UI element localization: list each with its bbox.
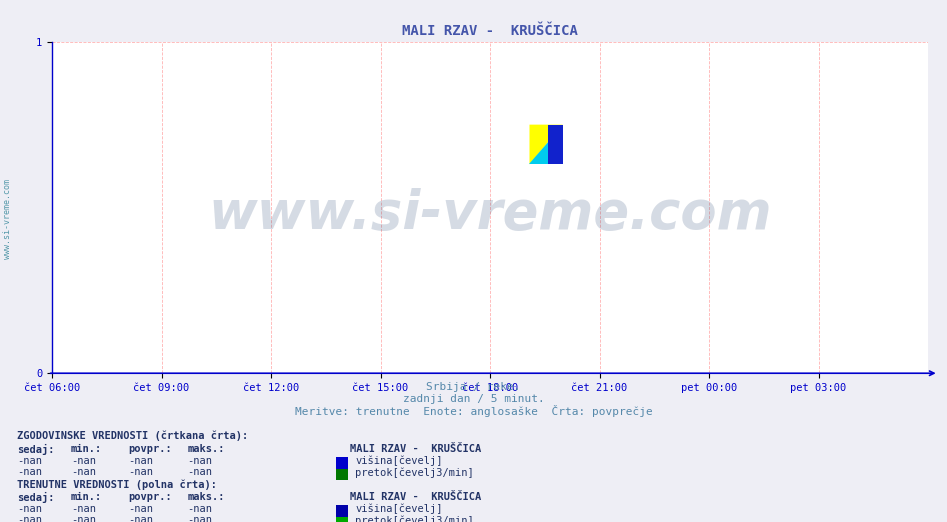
Text: višina[čevelj]: višina[čevelj]: [355, 504, 442, 514]
Text: -nan: -nan: [188, 456, 212, 466]
Polygon shape: [529, 125, 563, 164]
Text: -nan: -nan: [17, 515, 42, 522]
Text: -nan: -nan: [188, 515, 212, 522]
Text: Meritve: trenutne  Enote: anglosaške  Črta: povprečje: Meritve: trenutne Enote: anglosaške Črta…: [295, 405, 652, 417]
Text: MALI RZAV -  KRUŠČICA: MALI RZAV - KRUŠČICA: [350, 444, 482, 454]
Text: -nan: -nan: [188, 504, 212, 514]
Text: min.:: min.:: [71, 444, 102, 454]
Text: pretok[čevelj3/min]: pretok[čevelj3/min]: [355, 467, 474, 478]
Text: -nan: -nan: [188, 467, 212, 477]
Title: MALI RZAV -  KRUŠČICA: MALI RZAV - KRUŠČICA: [402, 24, 578, 38]
Text: višina[čevelj]: višina[čevelj]: [355, 456, 442, 466]
Text: -nan: -nan: [17, 456, 42, 466]
Text: www.si-vreme.com: www.si-vreme.com: [208, 188, 772, 240]
Text: maks.:: maks.:: [188, 444, 225, 454]
Bar: [547, 125, 563, 164]
Text: TRENUTNE VREDNOSTI (polna črta):: TRENUTNE VREDNOSTI (polna črta):: [17, 479, 217, 490]
Text: Srbija / reke.: Srbija / reke.: [426, 382, 521, 392]
Text: -nan: -nan: [17, 467, 42, 477]
Text: -nan: -nan: [71, 456, 96, 466]
Text: povpr.:: povpr.:: [128, 444, 171, 454]
Text: www.si-vreme.com: www.si-vreme.com: [3, 179, 12, 259]
Text: min.:: min.:: [71, 492, 102, 502]
Text: -nan: -nan: [71, 515, 96, 522]
Text: ZGODOVINSKE VREDNOSTI (črtkana črta):: ZGODOVINSKE VREDNOSTI (črtkana črta):: [17, 431, 248, 441]
Text: pretok[čevelj3/min]: pretok[čevelj3/min]: [355, 515, 474, 522]
Polygon shape: [529, 125, 563, 164]
Text: maks.:: maks.:: [188, 492, 225, 502]
Text: -nan: -nan: [128, 456, 152, 466]
Text: -nan: -nan: [128, 467, 152, 477]
Text: povpr.:: povpr.:: [128, 492, 171, 502]
Text: -nan: -nan: [17, 504, 42, 514]
Text: sedaj:: sedaj:: [17, 444, 55, 455]
Text: -nan: -nan: [71, 467, 96, 477]
Text: -nan: -nan: [71, 504, 96, 514]
Text: -nan: -nan: [128, 515, 152, 522]
Text: sedaj:: sedaj:: [17, 492, 55, 503]
Text: MALI RZAV -  KRUŠČICA: MALI RZAV - KRUŠČICA: [350, 492, 482, 502]
Text: -nan: -nan: [128, 504, 152, 514]
Text: zadnji dan / 5 minut.: zadnji dan / 5 minut.: [402, 394, 545, 404]
